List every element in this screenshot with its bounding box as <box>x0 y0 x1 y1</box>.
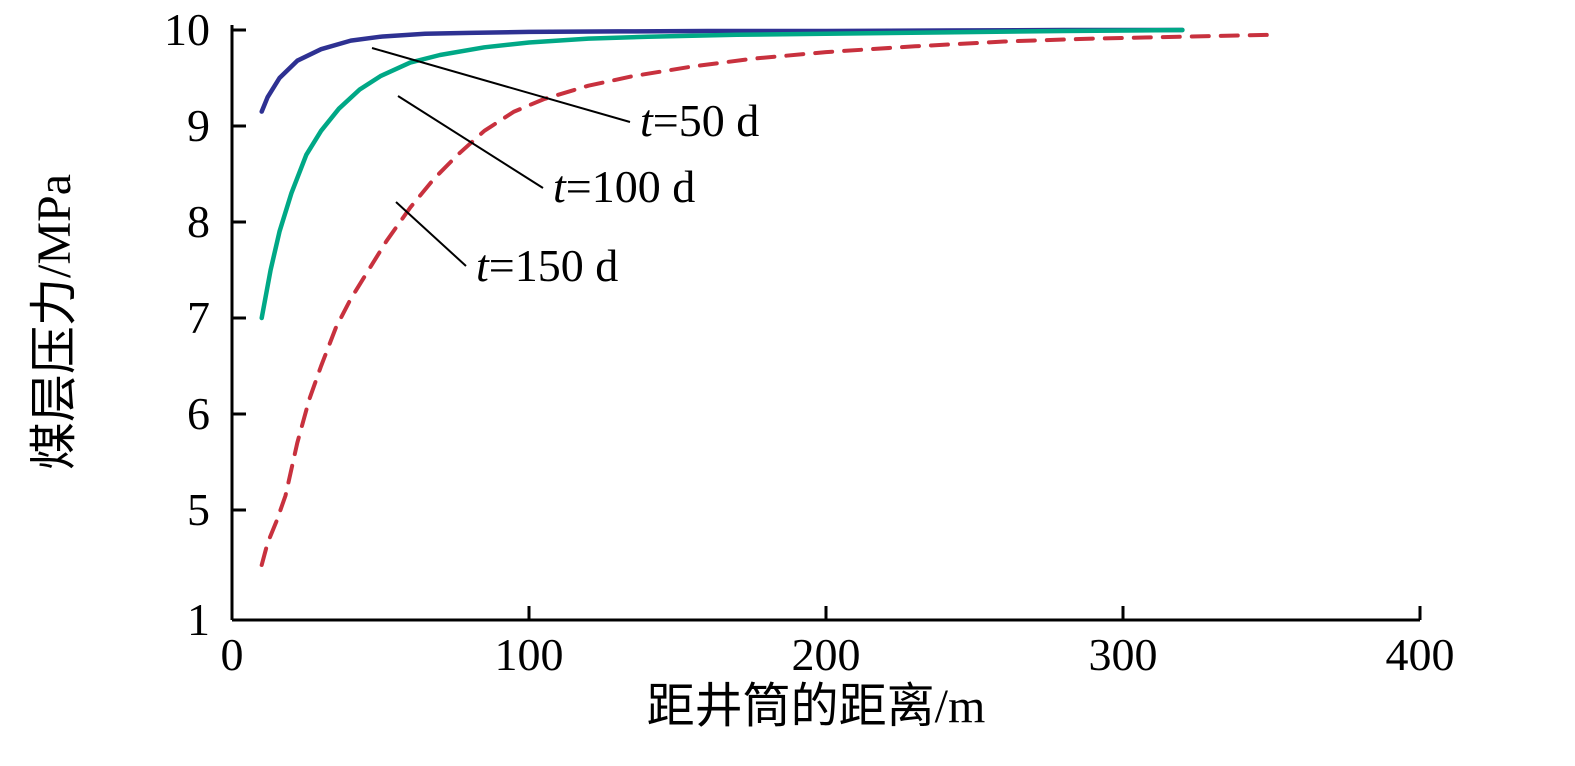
annotation-label-value: =100 d <box>566 161 695 212</box>
annotation-label: t=50 d <box>640 95 759 146</box>
series-line-t-50-d <box>259 27 1185 114</box>
annotation-label-var: t <box>553 161 567 212</box>
annotation-label-var: t <box>640 95 654 146</box>
y-tick-label: 7 <box>187 292 210 343</box>
annotation-label-var: t <box>476 240 490 291</box>
y-tick-label: 8 <box>187 196 210 247</box>
annotation-label-value: =150 d <box>489 240 618 291</box>
annotation-label: t=150 d <box>476 240 618 291</box>
x-tick-label: 100 <box>495 629 564 680</box>
y-tick-label: 5 <box>187 484 210 535</box>
y-tick-label: 9 <box>187 100 210 151</box>
x-tick-label: 200 <box>792 629 861 680</box>
annotation-label: t=100 d <box>553 161 695 212</box>
y-axis-title: 煤层压力/MPa <box>28 174 81 470</box>
annotation-label-value: =50 d <box>653 95 759 146</box>
y-tick-label: 1 <box>187 594 210 645</box>
x-tick-label: 0 <box>221 629 244 680</box>
y-tick-label: 6 <box>187 388 210 439</box>
annotation-leader-line <box>371 47 631 123</box>
annotation-leader-line <box>397 95 544 189</box>
y-tick-label: 10 <box>164 4 210 55</box>
series-line-t-150-d <box>259 32 1274 567</box>
annotation-leader-line <box>395 201 467 267</box>
x-tick-label: 400 <box>1386 629 1455 680</box>
series-line-t-100-d <box>259 27 1185 321</box>
x-tick-label: 300 <box>1089 629 1158 680</box>
x-axis-title: 距井筒的距离/m <box>647 680 986 733</box>
